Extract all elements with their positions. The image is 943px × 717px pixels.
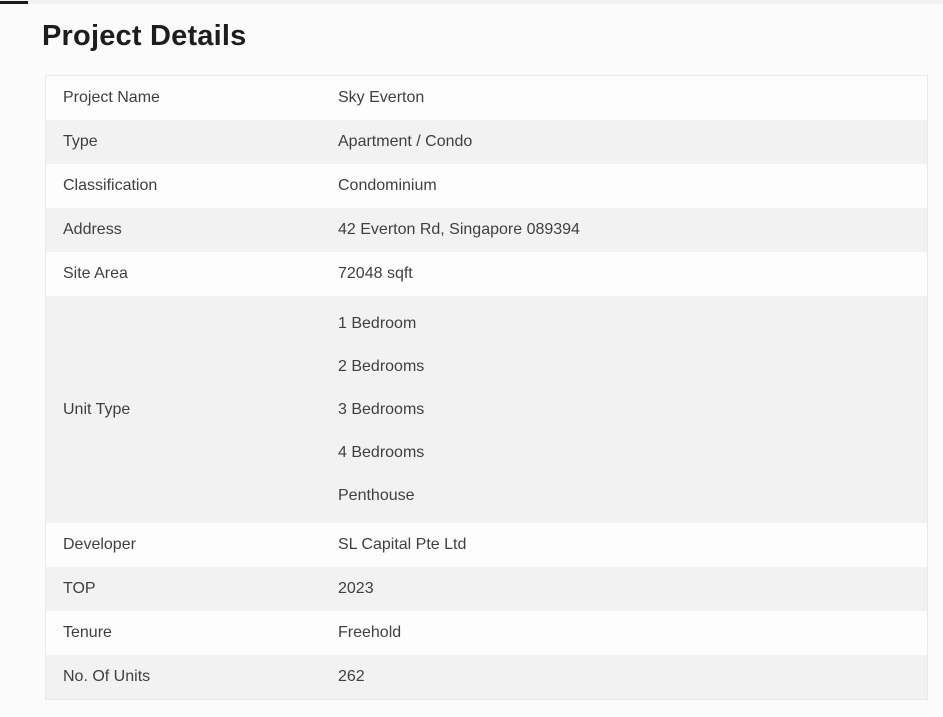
table-row-tenure: Tenure Freehold bbox=[46, 611, 927, 655]
table-row-type: Type Apartment / Condo bbox=[46, 120, 927, 164]
row-value: Freehold bbox=[338, 624, 402, 641]
unit-type-item: 2 Bedrooms bbox=[338, 358, 425, 375]
row-label: TOP bbox=[63, 580, 96, 597]
row-label: No. Of Units bbox=[63, 668, 151, 685]
unit-type-item: 4 Bedrooms bbox=[338, 444, 425, 461]
row-label: Classification bbox=[63, 177, 158, 194]
row-value: Apartment / Condo bbox=[338, 133, 473, 150]
page-title: Project Details bbox=[42, 20, 247, 52]
unit-type-item: 1 Bedroom bbox=[338, 315, 417, 332]
top-edge-strip bbox=[0, 0, 943, 4]
unit-type-item: 3 Bedrooms bbox=[338, 401, 425, 418]
table-row-developer: Developer SL Capital Pte Ltd bbox=[46, 523, 927, 567]
table-row-top: TOP 2023 bbox=[46, 567, 927, 611]
row-label: Unit Type bbox=[63, 400, 131, 418]
row-value: 72048 sqft bbox=[338, 265, 413, 282]
row-value: Condominium bbox=[338, 177, 437, 194]
table-row-site-area: Site Area 72048 sqft bbox=[46, 252, 927, 296]
row-label: Project Name bbox=[63, 89, 160, 106]
row-label: Site Area bbox=[63, 265, 128, 282]
project-details-table: Project Name Sky Everton Type Apartment … bbox=[45, 75, 928, 700]
row-value: SL Capital Pte Ltd bbox=[338, 536, 467, 553]
row-value: 2023 bbox=[338, 580, 374, 597]
table-row-no-of-units: No. Of Units 262 bbox=[46, 655, 927, 699]
row-value: 42 Everton Rd, Singapore 089394 bbox=[338, 221, 580, 238]
row-label: Tenure bbox=[63, 624, 112, 641]
row-value: 262 bbox=[338, 668, 365, 685]
row-value: Sky Everton bbox=[338, 89, 425, 106]
top-edge-mark bbox=[0, 1, 28, 4]
table-row-unit-type: Unit Type 1 Bedroom 2 Bedrooms 3 Bedroom… bbox=[46, 296, 927, 523]
table-row-project-name: Project Name Sky Everton bbox=[46, 76, 927, 120]
unit-type-item: Penthouse bbox=[338, 487, 415, 504]
row-value-list: 1 Bedroom 2 Bedrooms 3 Bedrooms 4 Bedroo… bbox=[338, 296, 927, 523]
table-row-classification: Classification Condominium bbox=[46, 164, 927, 208]
table-row-address: Address 42 Everton Rd, Singapore 089394 bbox=[46, 208, 927, 252]
row-label: Developer bbox=[63, 536, 136, 553]
row-label: Type bbox=[63, 133, 98, 150]
row-label: Address bbox=[63, 221, 122, 238]
